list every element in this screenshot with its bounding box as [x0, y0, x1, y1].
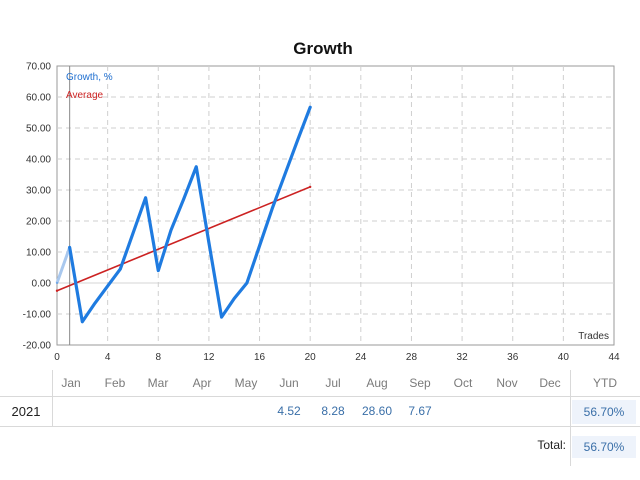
- growth-point: [258, 245, 261, 247]
- growth-point: [144, 196, 147, 199]
- month-header-sep: Sep: [409, 376, 431, 390]
- ytd-column-divider: [570, 370, 571, 466]
- x-tick-label: 20: [305, 352, 317, 363]
- year-label: 2021: [11, 404, 41, 419]
- x-tick-label: 36: [507, 352, 519, 363]
- x-tick-label: 32: [457, 352, 469, 363]
- y-tick-label: -10.00: [23, 310, 52, 321]
- month-header-mar: Mar: [147, 376, 169, 390]
- series-layer: [55, 66, 312, 345]
- ytd-header: YTD: [593, 376, 617, 390]
- legend-average: Average: [66, 90, 104, 101]
- x-tick-label: 24: [355, 352, 367, 363]
- month-header-feb: Feb: [104, 376, 126, 390]
- month-header-nov: Nov: [496, 376, 518, 390]
- growth-point: [106, 285, 109, 287]
- grid-lines: [57, 66, 614, 345]
- plot-area-border: [56, 65, 615, 346]
- series-growth-pre-start: [55, 246, 72, 284]
- table-header-divider: [0, 396, 640, 397]
- growth-point: [182, 198, 185, 201]
- y-tick-label: 0.00: [32, 279, 52, 290]
- growth-point: [271, 207, 274, 210]
- growth-point: [56, 282, 58, 284]
- x-tick-label: 28: [406, 352, 418, 363]
- series-average-line: [56, 186, 311, 292]
- y-axis-ticks: 70.00 60.00 50.00 40.00 30.00 20.00 10.00 0.00 -…: [23, 62, 52, 352]
- x-tick-label: 0: [54, 352, 60, 363]
- x-tick-label: 40: [558, 352, 570, 363]
- month-value-aug: 28.60: [361, 404, 393, 418]
- chart-title: Growth: [293, 39, 353, 58]
- table-header-row: Jan Feb Mar Apr May Jun Jul Aug Sep Oct Nov Dec YTD: [0, 376, 640, 394]
- growth-point: [296, 139, 299, 142]
- month-value-jul: 8.28: [321, 404, 345, 418]
- growth-point: [246, 282, 248, 284]
- growth-point: [68, 246, 71, 249]
- total-value: 56.70%: [572, 436, 636, 458]
- year-ytd-value: 56.70%: [572, 400, 636, 424]
- total-label: Total:: [537, 438, 566, 452]
- growth-point: [309, 106, 311, 109]
- month-value-sep: 7.67: [408, 404, 432, 418]
- y-tick-label: 50.00: [26, 124, 51, 135]
- x-tick-label: 16: [254, 352, 266, 363]
- y-tick-label: 10.00: [26, 248, 51, 259]
- y-tick-label: 70.00: [26, 62, 51, 73]
- table-row-divider: [0, 426, 640, 427]
- month-header-dec: Dec: [539, 376, 561, 390]
- y-tick-label: 30.00: [26, 186, 51, 197]
- year-column-divider: [52, 370, 53, 426]
- x-tick-label: 12: [203, 352, 215, 363]
- growth-point: [132, 232, 134, 235]
- growth-point: [233, 297, 236, 300]
- month-header-may: May: [234, 376, 258, 390]
- x-tick-label: 44: [608, 352, 620, 363]
- growth-table: Jan Feb Mar Apr May Jun Jul Aug Sep Oct Nov Dec YTD …: [0, 370, 640, 466]
- y-tick-label: 60.00: [26, 93, 51, 104]
- growth-point: [195, 165, 198, 168]
- x-tick-label: 8: [155, 352, 161, 363]
- growth-point: [94, 302, 96, 304]
- growth-point: [157, 269, 160, 272]
- table-row: 2021 4.52 8.28 28.60 7.67 56.70%: [0, 400, 640, 424]
- month-header-aug: Aug: [366, 376, 388, 390]
- month-header-jul: Jul: [325, 376, 341, 390]
- x-axis-label: Trades: [578, 331, 609, 342]
- month-header-oct: Oct: [453, 376, 473, 390]
- growth-point: [220, 316, 223, 318]
- growth-chart: Growth 70.0060.0050.0040.0030.0020.0010.…: [23, 39, 620, 363]
- average-point: [55, 289, 59, 292]
- growth-point: [119, 268, 122, 270]
- average-point: [308, 185, 312, 189]
- growth-point: [81, 320, 84, 323]
- y-tick-label: 40.00: [26, 155, 51, 166]
- month-header-apr: Apr: [192, 376, 212, 390]
- growth-point: [208, 241, 210, 244]
- y-tick-label: 20.00: [26, 217, 51, 228]
- month-header-jun: Jun: [279, 376, 299, 390]
- x-tick-label: 4: [105, 352, 111, 363]
- x-axis-ticks: 0 4 8 12 16 20 24 28 32 36 40 44: [54, 352, 620, 363]
- growth-point: [284, 173, 286, 176]
- growth-point: [170, 229, 172, 232]
- y-tick-label: -20.00: [23, 341, 52, 352]
- month-header-jan: Jan: [61, 376, 81, 390]
- series-growth-line: [68, 105, 312, 324]
- month-value-jun: 4.52: [277, 404, 301, 418]
- table-total-row: Total: 56.70%: [0, 436, 640, 458]
- legend-growth: Growth, %: [66, 72, 113, 83]
